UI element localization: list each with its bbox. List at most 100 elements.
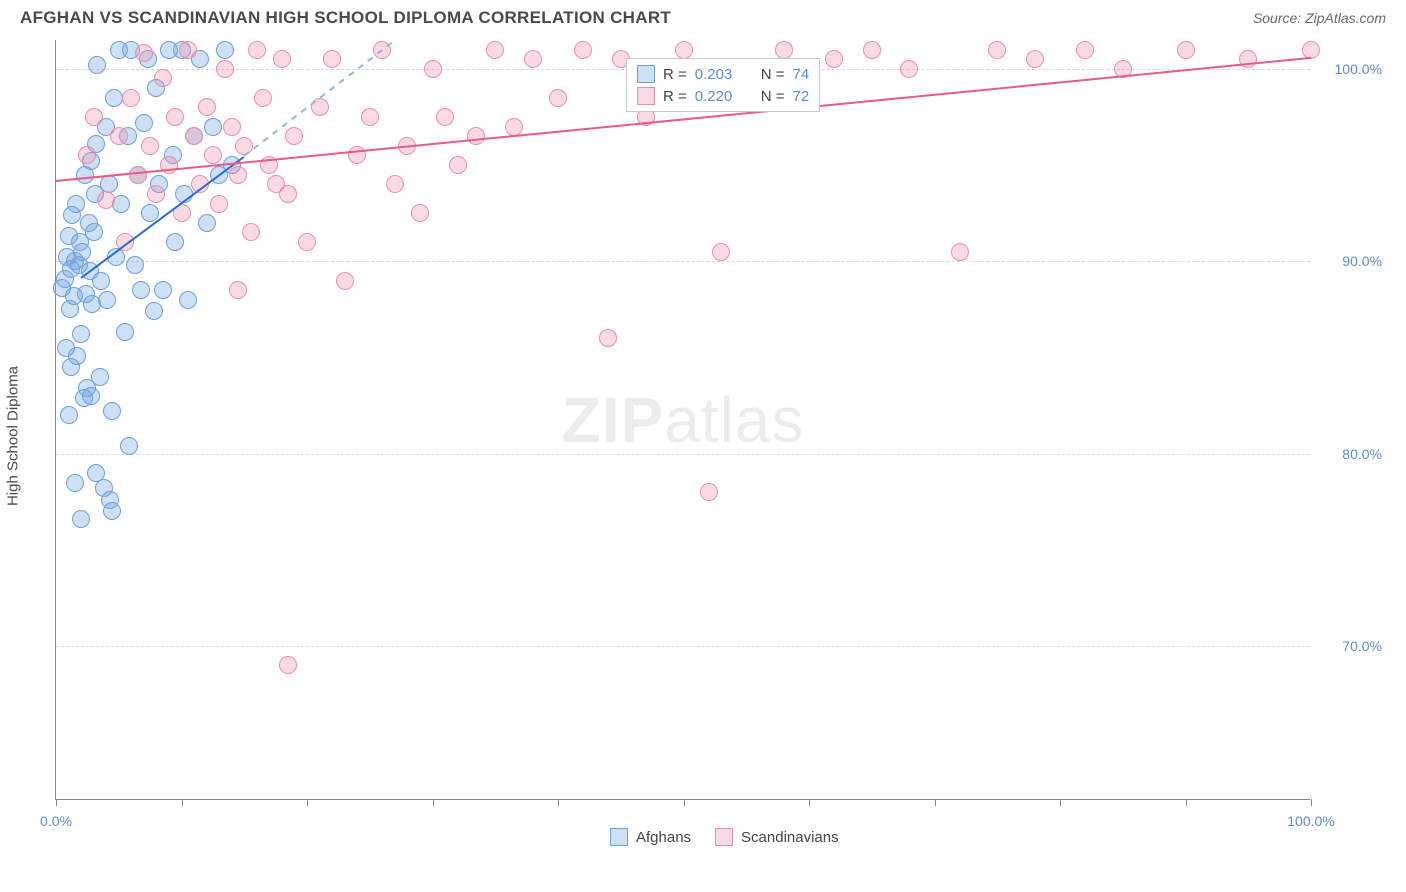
scatter-point-afghans [154,281,172,299]
scatter-point-scandinavians [254,89,272,107]
scatter-point-afghans [85,223,103,241]
scatter-point-afghans [166,233,184,251]
x-tick [684,799,685,806]
gridline [56,261,1310,262]
scatter-point-afghans [66,474,84,492]
gridline [56,454,1310,455]
scatter-point-scandinavians [1177,41,1195,59]
y-tick-label: 100.0% [1318,61,1382,77]
legend-swatch [610,828,628,846]
scatter-point-scandinavians [285,127,303,145]
scatter-point-scandinavians [467,127,485,145]
scatter-point-scandinavians [235,137,253,155]
scatter-point-afghans [67,195,85,213]
scatter-point-scandinavians [198,98,216,116]
scatter-point-scandinavians [110,127,128,145]
y-tick-label: 70.0% [1318,638,1382,654]
scatter-point-scandinavians [775,41,793,59]
scatter-point-scandinavians [1302,41,1320,59]
x-tick [809,799,810,806]
scatter-point-scandinavians [323,50,341,68]
scatter-point-scandinavians [361,108,379,126]
scatter-point-afghans [87,464,105,482]
x-tick [1311,799,1312,806]
scatter-point-scandinavians [599,329,617,347]
scatter-point-scandinavians [273,50,291,68]
scatter-point-scandinavians [825,50,843,68]
legend-series: AfghansScandinavians [610,828,839,846]
scatter-point-scandinavians [229,281,247,299]
scatter-point-afghans [62,358,80,376]
scatter-point-scandinavians [863,41,881,59]
scatter-point-afghans [57,339,75,357]
legend-swatch [715,828,733,846]
scatter-point-scandinavians [486,41,504,59]
plot-area: ZIPatlas 70.0%80.0%90.0%100.0%0.0%100.0%… [55,40,1310,800]
scatter-point-scandinavians [85,108,103,126]
scatter-point-scandinavians [135,44,153,62]
scatter-point-afghans [72,510,90,528]
scatter-point-scandinavians [298,233,316,251]
x-tick [56,799,57,806]
y-axis-title: High School Diploma [5,366,22,506]
scatter-point-afghans [216,41,234,59]
scatter-point-afghans [145,302,163,320]
scatter-point-scandinavians [78,146,96,164]
scatter-point-scandinavians [988,41,1006,59]
scatter-point-afghans [73,243,91,261]
scatter-point-afghans [72,325,90,343]
legend-swatch [637,65,655,83]
scatter-point-afghans [198,214,216,232]
scatter-point-afghans [132,281,150,299]
scatter-point-scandinavians [204,146,222,164]
scatter-point-afghans [179,291,197,309]
scatter-point-afghans [60,406,78,424]
scatter-point-afghans [105,89,123,107]
scatter-point-afghans [120,437,138,455]
scatter-point-scandinavians [505,118,523,136]
legend-label: Scandinavians [741,829,839,846]
scatter-point-scandinavians [216,60,234,78]
scatter-point-scandinavians [900,60,918,78]
scatter-point-scandinavians [386,175,404,193]
scatter-point-scandinavians [712,243,730,261]
x-tick [558,799,559,806]
scatter-point-afghans [135,114,153,132]
scatter-point-scandinavians [449,156,467,174]
scatter-point-scandinavians [97,191,115,209]
chart-title: AFGHAN VS SCANDINAVIAN HIGH SCHOOL DIPLO… [20,8,671,28]
plot-container: High School Diploma ZIPatlas 70.0%80.0%9… [55,40,1390,832]
legend-swatch [637,87,655,105]
scatter-point-scandinavians [141,137,159,155]
x-tick [935,799,936,806]
scatter-point-scandinavians [166,108,184,126]
scatter-point-scandinavians [210,195,228,213]
scatter-point-scandinavians [574,41,592,59]
scatter-point-afghans [204,118,222,136]
x-tick [433,799,434,806]
scatter-point-scandinavians [411,204,429,222]
scatter-point-scandinavians [524,50,542,68]
scatter-point-afghans [91,368,109,386]
scatter-point-scandinavians [549,89,567,107]
x-tick [1060,799,1061,806]
watermark: ZIPatlas [562,383,805,457]
scatter-point-afghans [88,56,106,74]
scatter-point-scandinavians [279,656,297,674]
scatter-point-afghans [116,323,134,341]
x-tick-label: 0.0% [40,813,72,829]
scatter-point-scandinavians [185,127,203,145]
x-tick-label: 100.0% [1287,813,1334,829]
gridline [56,646,1310,647]
scatter-point-scandinavians [1076,41,1094,59]
scatter-point-afghans [92,272,110,290]
scatter-point-afghans [103,502,121,520]
scatter-point-scandinavians [242,223,260,241]
scatter-point-scandinavians [279,185,297,203]
scatter-point-scandinavians [223,118,241,136]
scatter-point-scandinavians [154,69,172,87]
scatter-point-afghans [126,256,144,274]
scatter-point-scandinavians [147,185,165,203]
x-tick [182,799,183,806]
scatter-point-scandinavians [229,166,247,184]
